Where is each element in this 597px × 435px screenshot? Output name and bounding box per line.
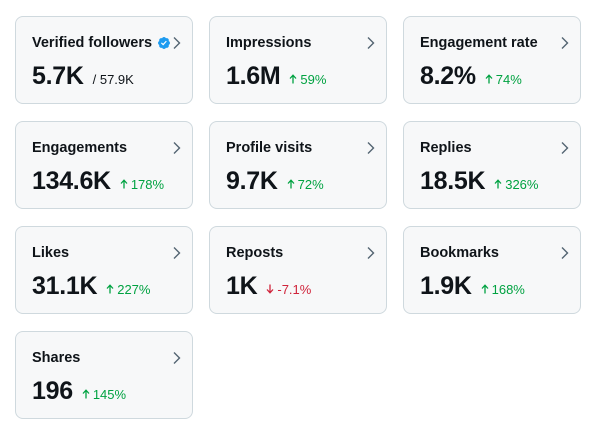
metric-total: / 57.9K — [92, 72, 134, 87]
metric-card-impressions[interactable]: Impressions 1.6M 59% — [209, 16, 387, 104]
metric-change: 178% — [120, 177, 164, 192]
metric-card-reposts[interactable]: Reposts 1K -7.1% — [209, 226, 387, 314]
metric-value: 8.2% — [420, 62, 476, 90]
chevron-right-icon — [173, 142, 181, 154]
metric-value: 1.9K — [420, 272, 472, 300]
metric-card-engagements[interactable]: Engagements 134.6K 178% — [15, 121, 193, 209]
chevron-right-icon — [367, 142, 375, 154]
metric-change-value: 59% — [300, 71, 327, 87]
metric-card-title-row: Reposts — [226, 244, 370, 262]
metric-value: 134.6K — [32, 167, 111, 195]
metric-change: 59% — [289, 72, 326, 87]
arrow-up-icon — [120, 179, 128, 189]
verified-badge-icon — [158, 37, 171, 49]
metric-card-title-row: Bookmarks — [420, 244, 564, 262]
metric-change: 145% — [82, 387, 126, 402]
metric-title: Reposts — [226, 245, 284, 261]
metric-card-replies[interactable]: Replies 18.5K 326% — [403, 121, 581, 209]
metrics-grid: Verified followers 5.7K / 57.9K Impressi… — [15, 16, 581, 419]
arrow-up-icon — [287, 179, 295, 189]
metric-card-title-row: Engagements — [32, 139, 176, 157]
metric-change-value: 145% — [92, 386, 127, 402]
chevron-right-icon — [173, 247, 181, 259]
metric-value: 1.6M — [226, 62, 281, 90]
metric-change: 168% — [481, 282, 525, 297]
chevron-right-icon — [561, 247, 569, 259]
arrow-up-icon — [106, 284, 114, 294]
metric-card-title-row: Profile visits — [226, 139, 370, 157]
metric-change: 326% — [494, 177, 538, 192]
metric-title: Verified followers — [32, 35, 153, 51]
chevron-right-icon — [173, 37, 181, 49]
metric-card-verified-followers[interactable]: Verified followers 5.7K / 57.9K — [15, 16, 193, 104]
metric-card-title-row: Likes — [32, 244, 176, 262]
metric-title: Profile visits — [226, 140, 313, 156]
metric-title: Engagements — [32, 140, 128, 156]
metric-value: 1K — [226, 272, 258, 300]
chevron-right-icon — [173, 352, 181, 364]
metric-card-title-row: Replies — [420, 139, 564, 157]
metric-title: Shares — [32, 350, 81, 366]
arrow-up-icon — [289, 74, 297, 84]
metric-value: 9.7K — [226, 167, 278, 195]
metric-value: 196 — [32, 377, 73, 405]
arrow-up-icon — [494, 179, 502, 189]
metric-card-title-row: Impressions — [226, 34, 370, 52]
metric-value: 31.1K — [32, 272, 98, 300]
chevron-right-icon — [367, 37, 375, 49]
metric-title: Bookmarks — [420, 245, 499, 261]
arrow-up-icon — [82, 389, 90, 399]
metric-change-value: 74% — [495, 71, 522, 87]
metric-card-title-row: Shares — [32, 349, 176, 367]
metric-change: -7.1% — [266, 282, 311, 297]
metric-value-row: 5.7K / 57.9K — [32, 61, 176, 91]
metric-change-value: 168% — [491, 281, 525, 297]
metric-card-engagement-rate[interactable]: Engagement rate 8.2% 74% — [403, 16, 581, 104]
metric-title: Likes — [32, 245, 70, 261]
metric-title: Engagement rate — [420, 35, 538, 51]
metric-value-row: 1K -7.1% — [226, 271, 370, 301]
chevron-right-icon — [561, 142, 569, 154]
metric-value-row: 9.7K 72% — [226, 166, 370, 196]
metric-value: 18.5K — [420, 167, 486, 195]
metric-card-shares[interactable]: Shares 196 145% — [15, 331, 193, 419]
metric-value-row: 18.5K 326% — [420, 166, 564, 196]
metric-value-row: 1.9K 168% — [420, 271, 564, 301]
metric-value: 5.7K — [32, 62, 84, 90]
metric-card-likes[interactable]: Likes 31.1K 227% — [15, 226, 193, 314]
arrow-up-icon — [481, 284, 489, 294]
chevron-right-icon — [367, 247, 375, 259]
metric-card-bookmarks[interactable]: Bookmarks 1.9K 168% — [403, 226, 581, 314]
metric-change: 74% — [485, 72, 522, 87]
metric-value-row: 31.1K 227% — [32, 271, 176, 301]
metric-change-value: 326% — [505, 176, 539, 192]
metric-change-value: 178% — [130, 176, 165, 192]
metric-change-value: -7.1% — [277, 281, 312, 297]
arrow-up-icon — [485, 74, 493, 84]
metric-value-row: 1.6M 59% — [226, 61, 370, 91]
metric-change-value: 72% — [297, 176, 324, 192]
metric-title: Impressions — [226, 35, 312, 51]
metric-value-row: 196 145% — [32, 376, 176, 406]
metric-card-title-row: Verified followers — [32, 34, 176, 52]
metric-value-row: 8.2% 74% — [420, 61, 564, 91]
metric-change: 72% — [287, 177, 324, 192]
chevron-right-icon — [561, 37, 569, 49]
metric-change: 227% — [106, 282, 150, 297]
metric-change-value: 227% — [117, 281, 151, 297]
metric-card-profile-visits[interactable]: Profile visits 9.7K 72% — [209, 121, 387, 209]
metric-value-row: 134.6K 178% — [32, 166, 176, 196]
metric-card-title-row: Engagement rate — [420, 34, 564, 52]
metric-title: Replies — [420, 140, 472, 156]
arrow-down-icon — [266, 284, 274, 294]
